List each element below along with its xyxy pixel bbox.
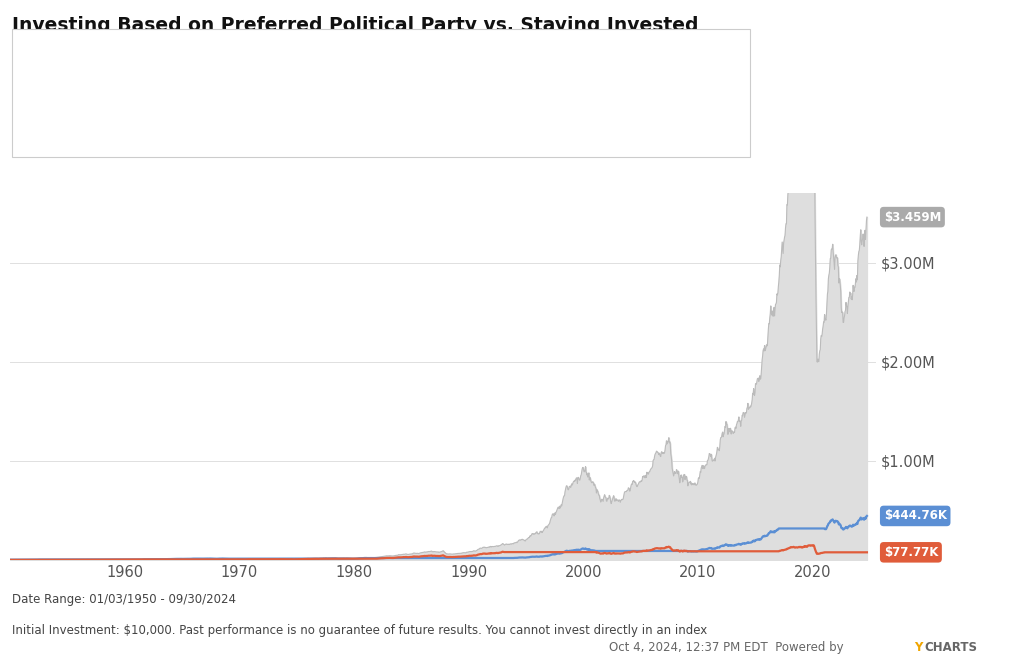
Text: Initial Investment: $10,000. Past performance is no guarantee of future results.: Initial Investment: $10,000. Past perfor… [12,624,708,637]
Text: $3.459M: $3.459M [884,211,941,223]
Text: 8.13%: 8.13% [664,127,703,140]
Text: $77.77K: $77.77K [534,59,586,72]
Text: Investing Based on Preferred Political Party vs. Staying Invested: Investing Based on Preferred Political P… [12,16,698,35]
Text: 2.78%: 2.78% [664,59,703,72]
Text: Y: Y [914,641,923,654]
Text: VAL: VAL [562,46,586,59]
Text: ANN: ANN [676,46,703,59]
Text: S&P 500 Level Growth: S&P 500 Level Growth [35,127,174,140]
Text: S&P 500 – During Republican Presidencies Only – Level Growth: S&P 500 – During Republican Presidencies… [35,59,429,72]
Text: CHARTS: CHARTS [925,641,978,654]
Text: Date Range: 01/03/1950 - 09/30/2024: Date Range: 01/03/1950 - 09/30/2024 [12,593,237,606]
Text: Oct 4, 2024, 12:37 PM EDT  Powered by: Oct 4, 2024, 12:37 PM EDT Powered by [609,641,848,654]
Text: $77.77K: $77.77K [884,546,938,559]
Text: S&P 500 – During Democratic Presidencies Only – Level Growth: S&P 500 – During Democratic Presidencies… [35,93,432,106]
Text: $444.76K: $444.76K [526,93,586,106]
Text: $3.459M: $3.459M [531,127,586,140]
Text: 5.20%: 5.20% [664,93,703,106]
Text: $444.76K: $444.76K [884,510,947,523]
